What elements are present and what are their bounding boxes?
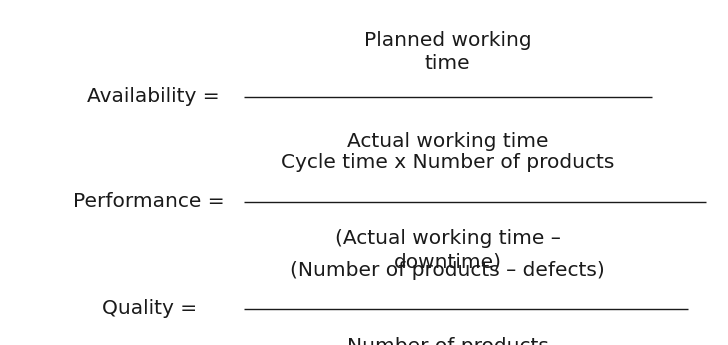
Text: Availability =: Availability = (87, 87, 219, 106)
Text: (Number of products – defects): (Number of products – defects) (290, 261, 605, 280)
Text: Cycle time x Number of products: Cycle time x Number of products (281, 152, 614, 172)
Text: (Actual working time –
downtime): (Actual working time – downtime) (335, 229, 561, 272)
Text: Actual working time: Actual working time (347, 132, 548, 151)
Text: Quality =: Quality = (102, 299, 197, 318)
Text: Performance =: Performance = (74, 192, 225, 211)
Text: Planned working
time: Planned working time (364, 30, 531, 73)
Text: Number of products: Number of products (347, 337, 549, 345)
